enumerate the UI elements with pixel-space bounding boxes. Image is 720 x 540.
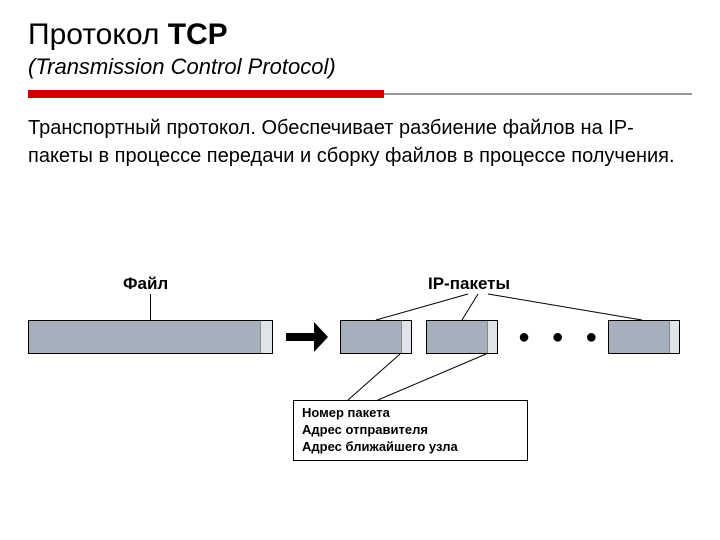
body-text: Транспортный протокол. Обеспечивает разб… bbox=[28, 114, 692, 170]
info-line-1: Номер пакета bbox=[302, 405, 519, 422]
arrow-icon bbox=[286, 322, 328, 352]
packet-1 bbox=[340, 320, 412, 354]
subtitle: (Transmission Control Protocol) bbox=[28, 54, 692, 80]
file-box bbox=[28, 320, 273, 354]
packet-connectors bbox=[28, 260, 688, 500]
packet-handle bbox=[401, 321, 411, 353]
info-line-3: Адрес ближайшего узла bbox=[302, 439, 519, 456]
packet-info-box: Номер пакета Адрес отправителя Адрес бли… bbox=[293, 400, 528, 461]
packet-handle bbox=[487, 321, 497, 353]
packet-handle bbox=[669, 321, 679, 353]
divider-red bbox=[28, 90, 384, 98]
title-prefix: Протокол bbox=[28, 18, 168, 51]
packet-2 bbox=[426, 320, 498, 354]
file-box-handle bbox=[260, 321, 272, 353]
packet-3 bbox=[608, 320, 680, 354]
ellipsis-dots: ● ● ● bbox=[518, 326, 605, 349]
info-line-2: Адрес отправителя bbox=[302, 422, 519, 439]
tcp-diagram: Файл IP-пакеты ● ● ● Номер пакета Адрес … bbox=[28, 260, 688, 500]
title-divider bbox=[28, 90, 692, 98]
divider-gray bbox=[384, 93, 692, 95]
page-title: Протокол TCP bbox=[28, 18, 692, 52]
title-bold: TCP bbox=[168, 18, 228, 51]
